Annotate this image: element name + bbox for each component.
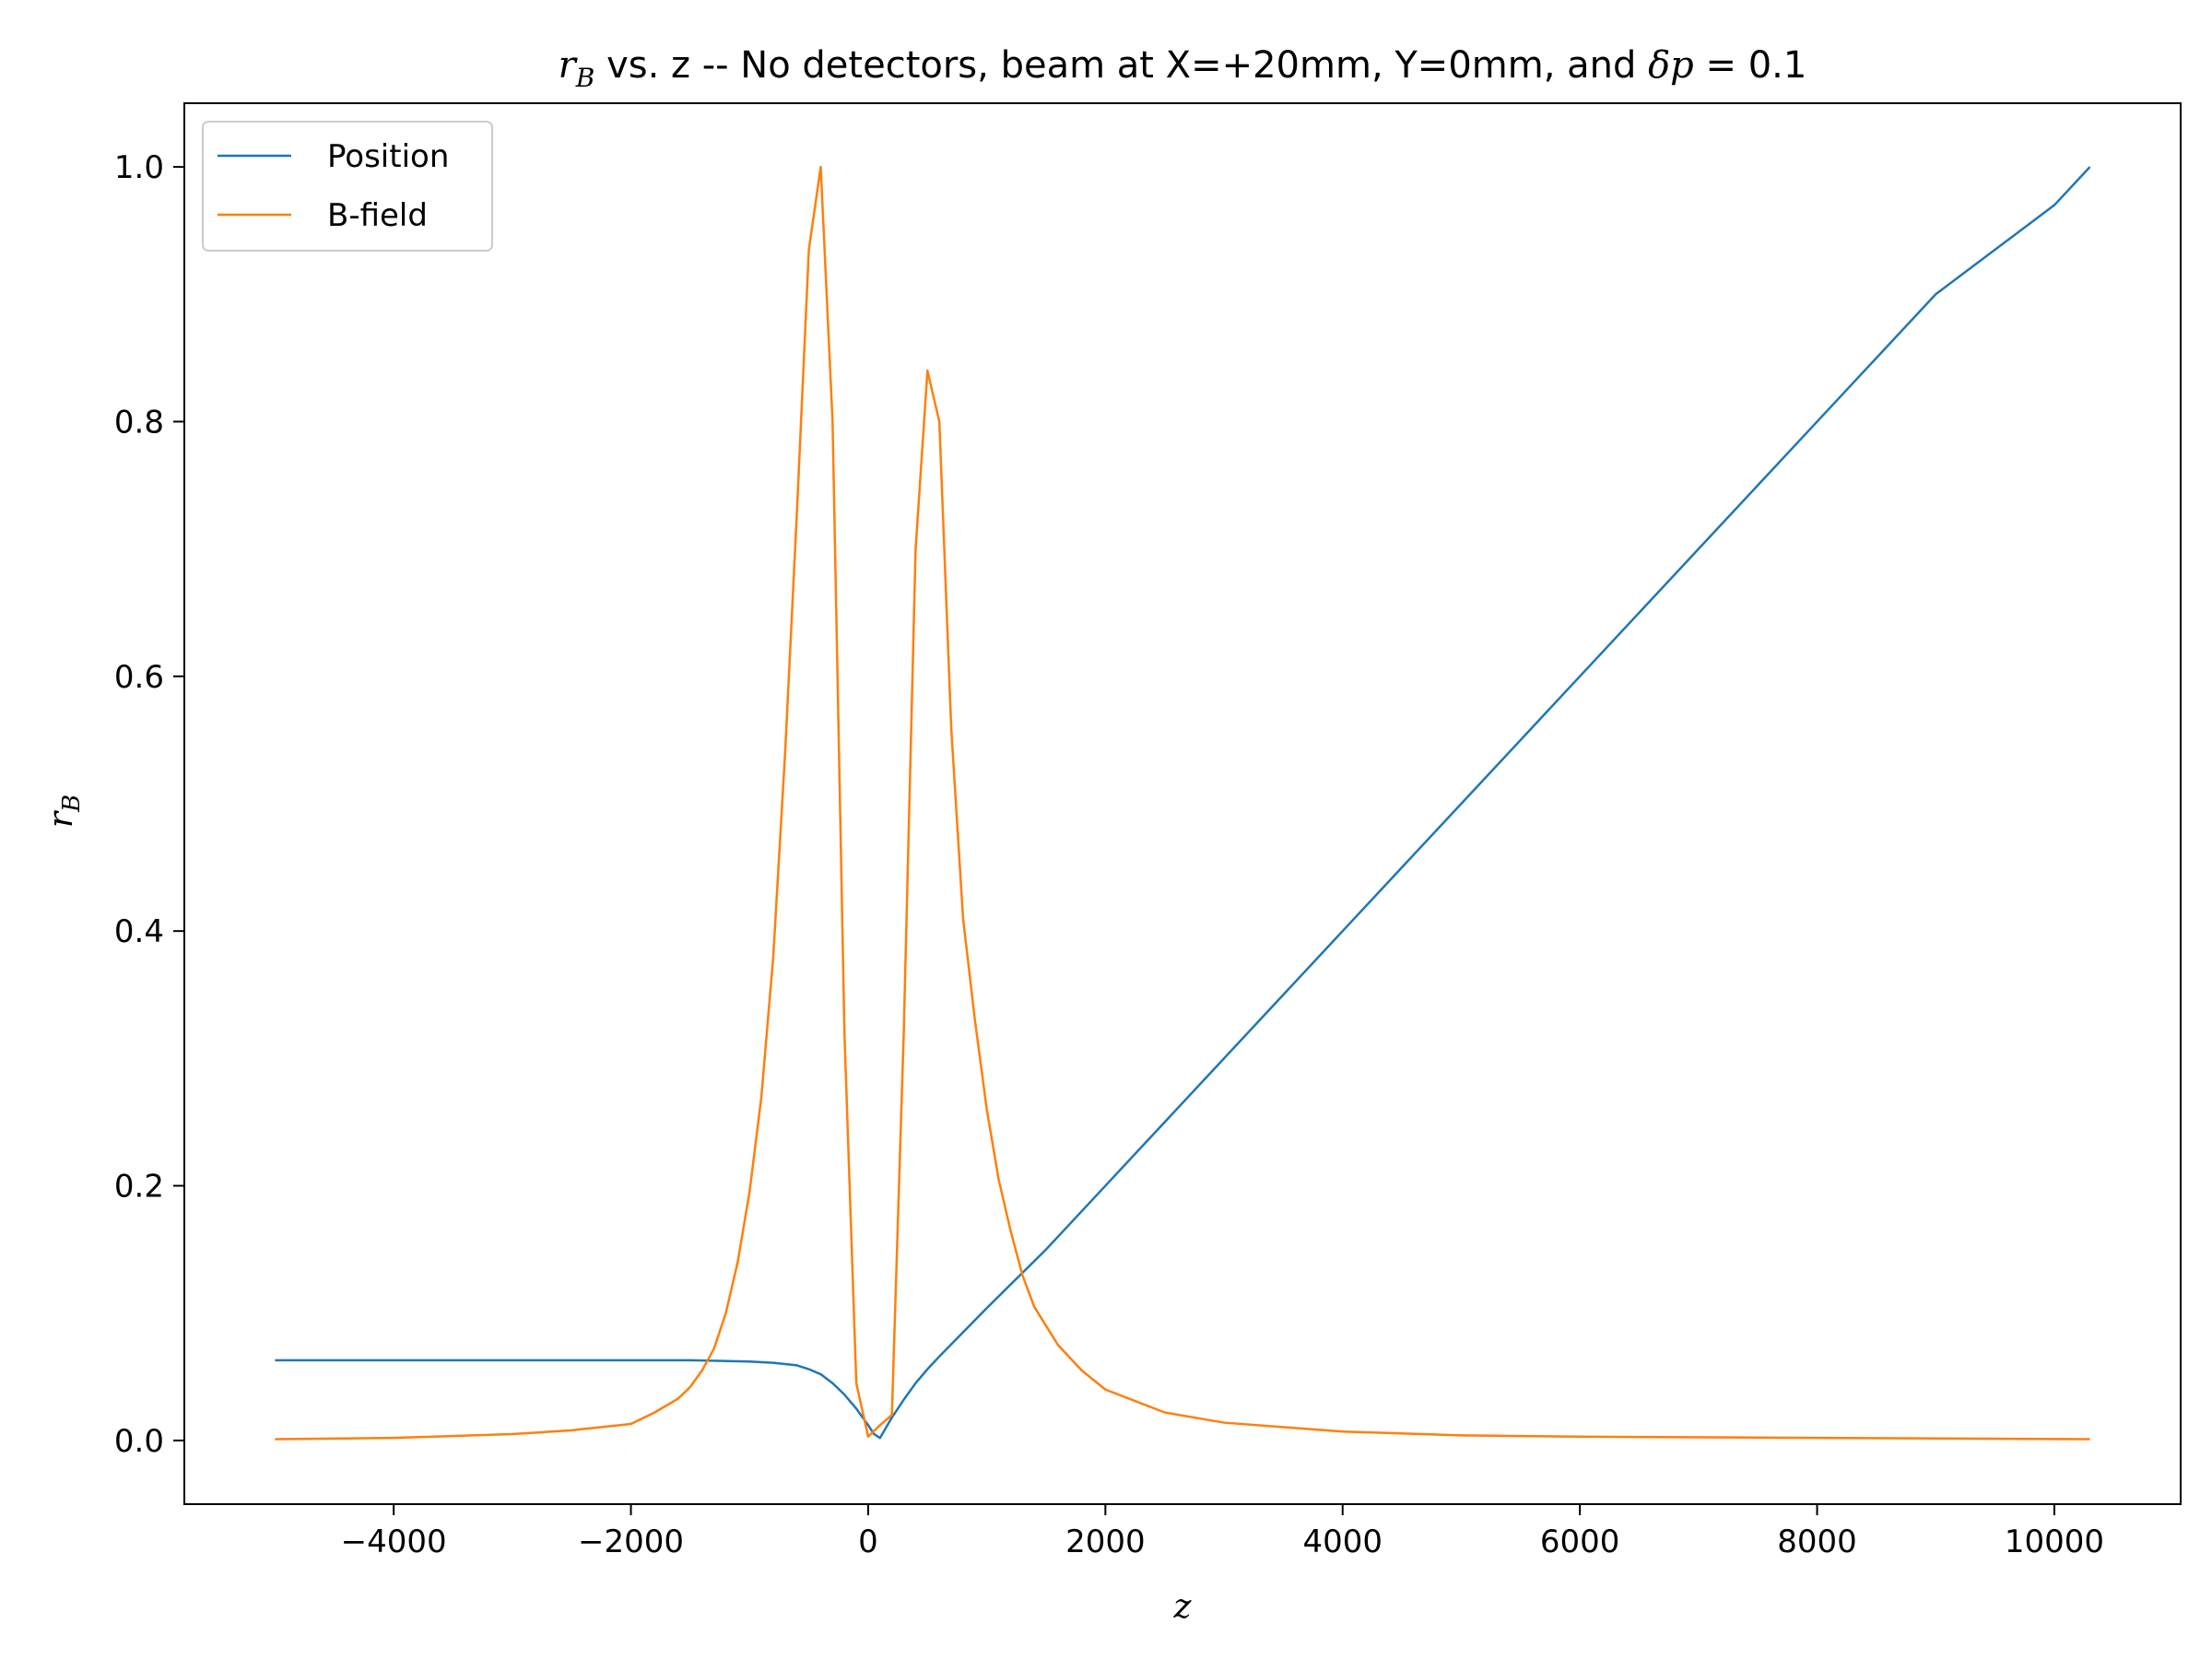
x-tick-label: 2000 <box>1065 1524 1146 1560</box>
y-tick-label: 0.6 <box>114 659 164 696</box>
y-ticks: 0.0 0.2 0.4 0.6 0.8 1.0 <box>114 149 184 1460</box>
legend-box <box>202 121 493 252</box>
plot-frame <box>183 102 2182 1505</box>
title-prefix: r <box>559 44 579 87</box>
x-tick-label: 6000 <box>1540 1524 1620 1560</box>
x-tick-label: −4000 <box>341 1524 447 1560</box>
y-axis-label-subscript: B <box>58 794 86 813</box>
title-prefix-subscript: B <box>575 63 595 93</box>
y-axis-label: rB <box>42 794 86 828</box>
x-ticks: −4000 −2000 0 2000 4000 6000 8000 10000 <box>341 1504 2104 1560</box>
y-tick-label: 0.2 <box>114 1169 164 1206</box>
legend: Position B-field <box>202 121 493 252</box>
x-tick-label: −2000 <box>578 1524 684 1560</box>
title-delta: δp <box>1648 44 1694 87</box>
series-line-position <box>275 166 2091 1440</box>
series-layer <box>275 165 2091 1441</box>
x-tick-label: 0 <box>858 1524 878 1560</box>
chart-title: rB vs. z -- No detectors, beam at X=+20m… <box>559 44 1807 93</box>
x-axis-label: z <box>1173 1588 1193 1626</box>
y-tick-label: 0.8 <box>114 404 164 441</box>
y-tick-label: 1.0 <box>114 149 164 186</box>
x-tick-label: 10000 <box>2005 1524 2104 1560</box>
legend-label-b-field: B-field <box>327 197 428 234</box>
y-tick-label: 0.4 <box>114 913 164 950</box>
title-middle: vs. z -- No detectors, beam at X=+20mm, … <box>594 44 1648 87</box>
title-suffix: = 0.1 <box>1694 44 1807 87</box>
x-tick-label: 8000 <box>1777 1524 1857 1560</box>
series-line-b-field <box>275 165 2090 1441</box>
y-axis-label-main: r <box>42 810 80 828</box>
y-tick-label: 0.0 <box>114 1423 164 1460</box>
legend-label-position: Position <box>327 138 449 175</box>
x-tick-label: 4000 <box>1302 1524 1382 1560</box>
